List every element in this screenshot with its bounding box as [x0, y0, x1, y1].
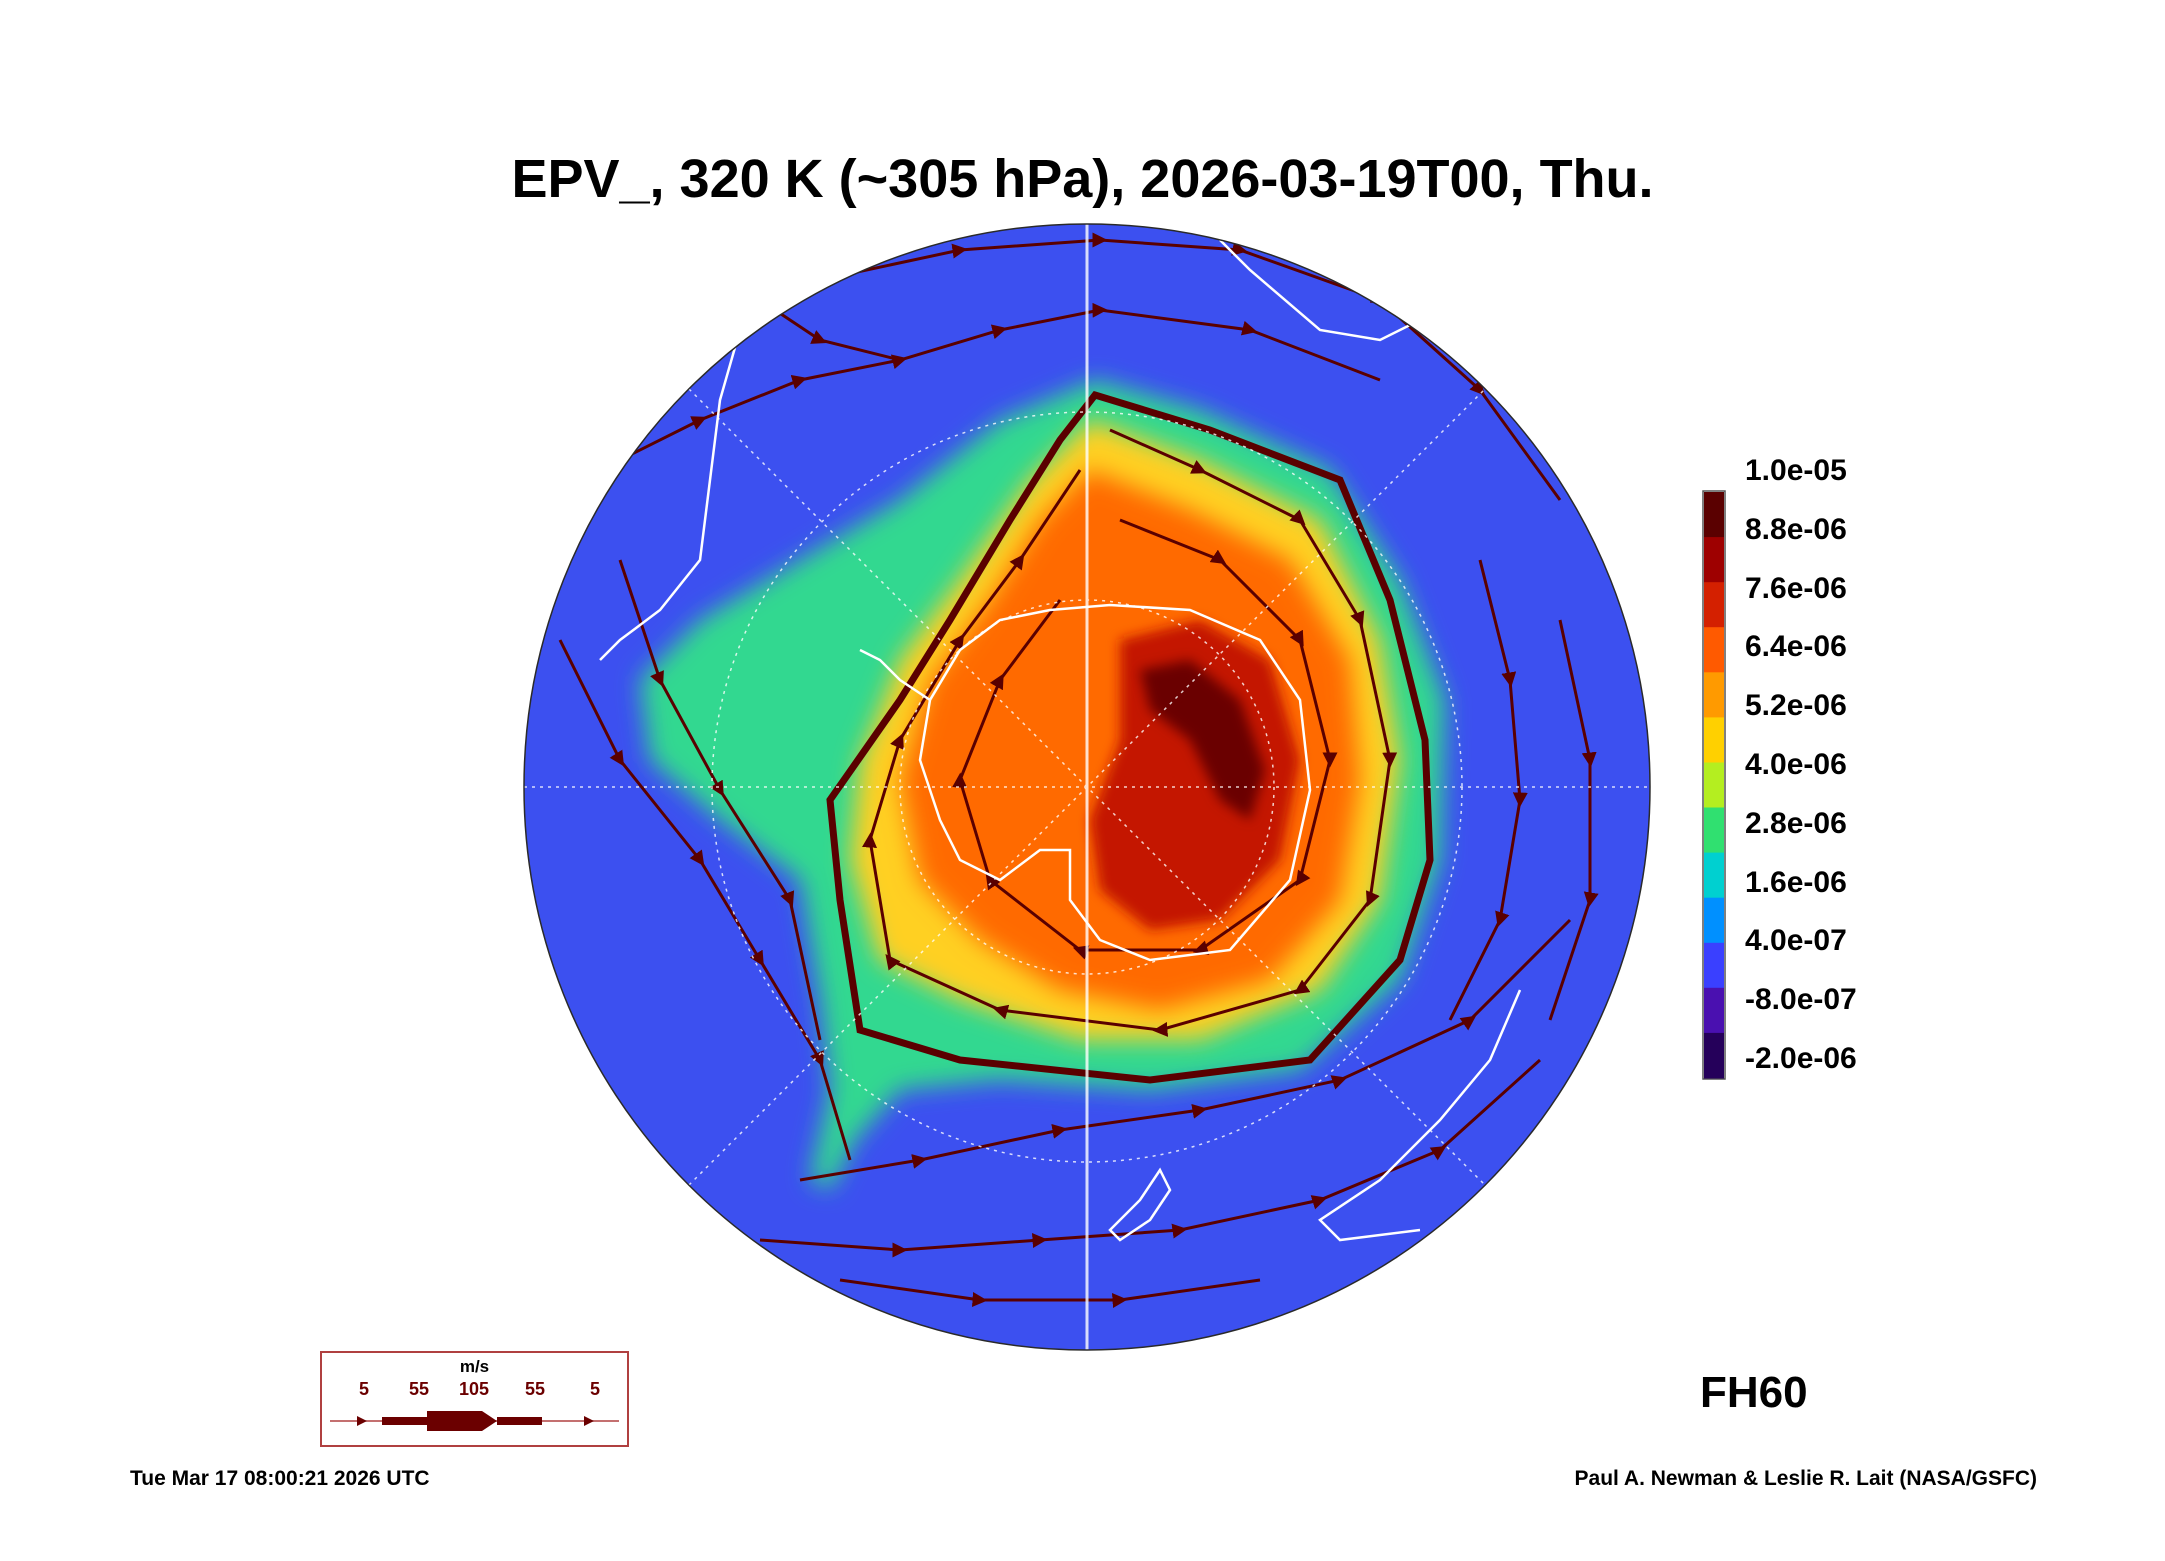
colorbar-segment — [1704, 672, 1724, 718]
coastline-south-america — [599, 329, 742, 661]
colorbar-tick-label: 5.2e-06 — [1745, 689, 1847, 723]
colorbar-tick-label: 2.8e-06 — [1745, 806, 1847, 840]
wind-speed-label: 55 — [524, 1379, 546, 1399]
coastline-antarctica — [918, 603, 1312, 962]
epv-field — [524, 224, 1650, 1350]
coastline-antarctic-peninsula — [859, 648, 931, 702]
colorbar-segment — [1704, 1032, 1724, 1079]
colorbar-segment — [1704, 852, 1724, 899]
colorbar-segment — [1704, 897, 1724, 944]
colorbar-segment — [1704, 762, 1724, 809]
colorbar-segment — [1704, 807, 1724, 854]
wind-speed-label: 5 — [589, 1379, 601, 1399]
colorbar — [1702, 490, 1726, 1080]
colorbar-tick-label: 1.0e-05 — [1745, 454, 1847, 487]
colorbar-segment — [1704, 717, 1724, 763]
footer-timestamp: Tue Mar 17 08:00:21 2026 UTC — [130, 1467, 430, 1490]
wind-speed-label: 5 — [358, 1379, 370, 1399]
streamline — [1548, 619, 1599, 1021]
graticule — [524, 224, 1650, 1350]
colorbar-segment — [1704, 942, 1724, 989]
colorbar-tick-label: -8.0e-07 — [1745, 983, 1857, 1017]
colorbar-segment — [1704, 537, 1724, 583]
colorbar-tick-label: 4.0e-07 — [1745, 924, 1847, 958]
streamline — [839, 1278, 1261, 1309]
colorbar-tick-label: 6.4e-06 — [1745, 630, 1847, 664]
chart-title: EPV_, 320 K (~305 hPa), 2026-03-19T00, T… — [511, 149, 1654, 209]
colorbar-segment — [1704, 492, 1724, 538]
map-border — [523, 223, 1651, 1351]
wind-speed-arrow — [330, 1411, 619, 1431]
colorbar-tick-label: 8.8e-06 — [1745, 512, 1847, 546]
colorbar-segment — [1704, 582, 1724, 628]
latitude-circle — [711, 411, 1463, 1163]
wind-speed-label: 55 — [408, 1379, 430, 1399]
colorbar-tick-label: -2.0e-06 — [1745, 1042, 1857, 1075]
footer-credit: Paul A. Newman & Leslie R. Lait (NASA/GS… — [1574, 1467, 2037, 1490]
colorbar-segment — [1704, 987, 1724, 1034]
streamlines — [558, 232, 1599, 1309]
colorbar-frame — [1702, 490, 1726, 1080]
colorbar-tick-label: 4.0e-06 — [1745, 748, 1847, 781]
wind-speed-legend: m/s 5 55 105 55 5 — [320, 1351, 629, 1447]
streamline — [618, 559, 822, 1041]
latitude-circle — [899, 599, 1275, 975]
streamline — [759, 1058, 1542, 1258]
streamline — [599, 302, 1381, 472]
meridian-line — [688, 388, 1486, 1186]
coastline-new-zealand — [1108, 1167, 1172, 1242]
streamline — [1448, 559, 1528, 1021]
colorbar-tick-label: 1.6e-06 — [1745, 865, 1847, 899]
streamline — [558, 639, 852, 1161]
wind-speed-unit: m/s — [459, 1357, 490, 1376]
streamline — [952, 518, 1338, 960]
colorbar-tick-label: 7.6e-06 — [1745, 571, 1847, 605]
colorbar-segment — [1704, 627, 1724, 673]
forecast-hour: FH60 — [1700, 1368, 1808, 1417]
coastline-australia — [1318, 989, 1522, 1242]
wind-speed-label: 105 — [458, 1379, 490, 1399]
